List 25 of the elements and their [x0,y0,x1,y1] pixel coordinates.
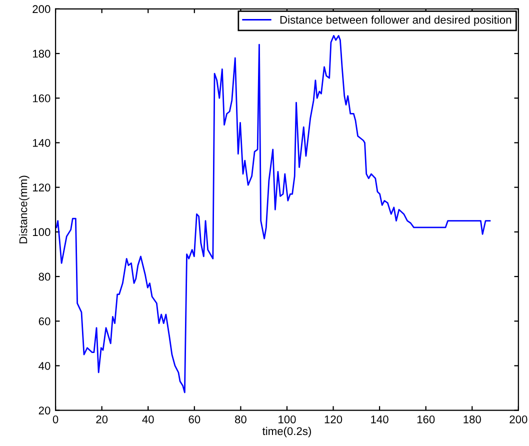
y-tick-label: 120 [32,184,50,192]
x-tick-label: 120 [324,415,342,424]
x-tick-label: 20 [96,415,108,424]
x-axis-title: time(0.2s) [262,426,311,438]
y-tick-label: 100 [32,228,50,236]
x-tick-label: 200 [510,415,528,424]
x-tick-label: 40 [142,415,154,424]
y-tick-label: 60 [38,317,50,326]
x-tick-label: 60 [188,415,200,424]
x-tick-label: 160 [417,415,435,424]
x-tick-label: 80 [235,415,246,424]
y-tick-label: 180 [32,50,50,58]
y-tick-label: 20 [38,406,50,414]
y-axis-title: Distance(mm) [19,176,30,244]
legend-label: Distance between follower and desired position [280,16,512,26]
x-tick-label: 0 [52,415,58,424]
y-tick-label: 140 [32,138,50,147]
line-series [56,34,491,394]
y-tick-label: 40 [38,362,50,370]
y-tick-label: 200 [32,5,50,14]
x-tick-label: 100 [278,415,296,424]
y-tick-label: 160 [32,94,50,102]
x-tick-label: 140 [371,415,388,424]
x-tick-label: 180 [464,415,481,424]
y-tick-label: 80 [38,272,50,281]
